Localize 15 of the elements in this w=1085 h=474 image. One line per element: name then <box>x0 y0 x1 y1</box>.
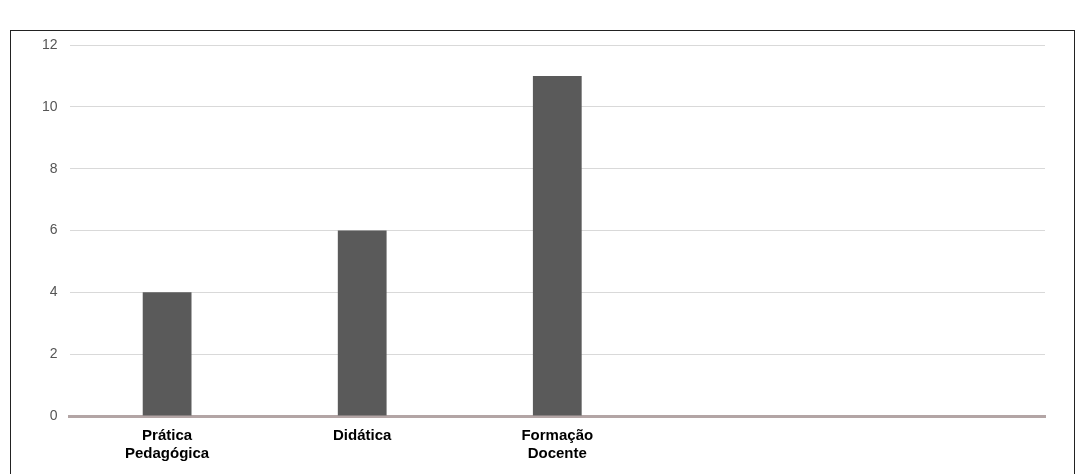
bar <box>142 292 192 416</box>
category-label: Docente <box>527 444 587 462</box>
y-tick-label: 2 <box>49 345 58 362</box>
bar <box>337 230 387 416</box>
y-tick-label: 0 <box>49 406 58 423</box>
y-tick-label: 10 <box>41 97 58 114</box>
y-tick-label: 12 <box>41 35 58 52</box>
category-label: Prática <box>142 426 193 444</box>
x-tick-label: Didática <box>333 426 393 444</box>
bar <box>532 75 582 416</box>
category-label: Formação <box>521 426 594 444</box>
category-label: Pedagógica <box>125 444 210 462</box>
y-tick-label: 8 <box>49 159 58 176</box>
y-tick-label: 4 <box>49 283 58 300</box>
y-tick-label: 6 <box>49 221 58 238</box>
